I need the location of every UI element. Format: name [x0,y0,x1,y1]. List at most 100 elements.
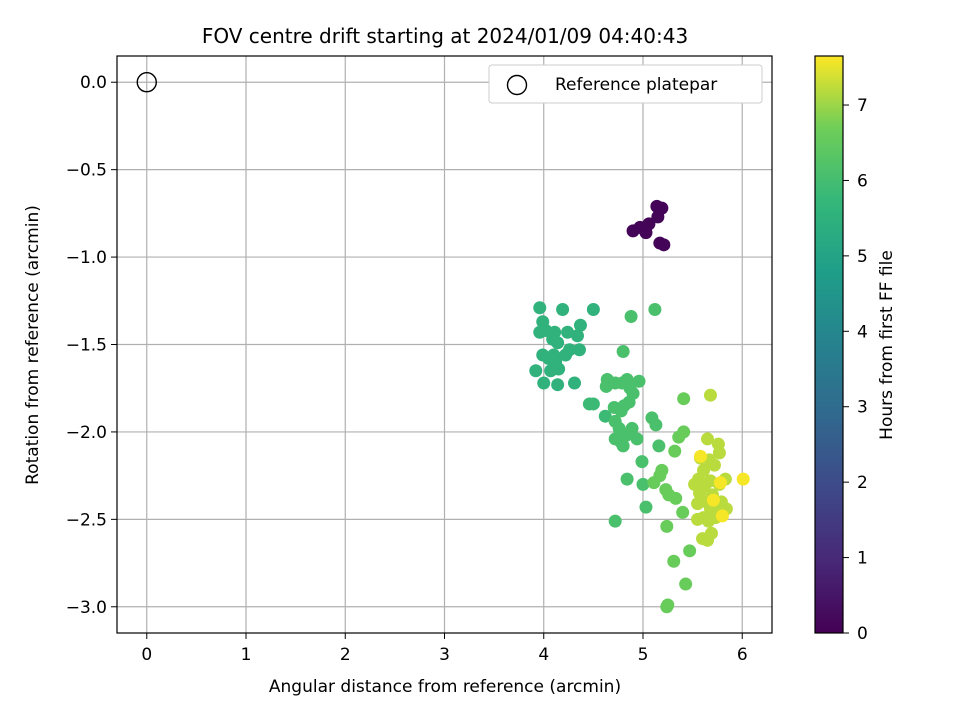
data-point [624,310,638,324]
data-point [533,301,547,315]
x-tick-label: 2 [340,645,351,665]
data-point [677,392,691,406]
colorbar-tick-label: 0 [857,624,868,644]
x-tick-label: 0 [141,645,152,665]
data-point [551,378,565,392]
data-point [639,226,653,240]
data-point [649,418,663,432]
y-tick-label: −0.5 [66,161,107,181]
data-point [614,404,628,418]
data-point [700,533,714,547]
legend-marker-icon [506,74,528,96]
data-point [660,519,674,533]
x-tick-label: 3 [439,645,450,665]
data-point [556,303,570,317]
data-point [630,432,644,446]
colorbar-tick-label: 4 [857,322,868,342]
y-axis-ticks: 0.0 −0.5 −1.0 −1.5 −2.0 −2.5 −3.0 [66,73,117,618]
data-point [620,472,634,486]
data-point [570,329,584,343]
data-point [647,476,661,490]
data-point [573,318,587,332]
data-point [639,500,653,514]
data-point [537,376,551,390]
data-point [676,505,690,519]
data-point [632,374,646,388]
data-point [683,544,697,558]
data-points [529,199,750,614]
data-point [616,439,630,453]
data-point [672,430,686,444]
data-point [691,512,705,526]
colorbar-tick-label: 5 [857,247,868,267]
x-tick-label: 1 [241,645,252,665]
data-point [648,303,662,317]
y-tick-label: −2.0 [66,423,107,443]
data-point [691,497,705,511]
data-point [712,446,726,460]
colorbar-tick-label: 1 [857,549,868,569]
data-point [635,455,649,469]
colorbar-ticks: 0 1 2 3 4 5 6 7 [843,96,868,644]
y-tick-label: −1.0 [66,248,107,268]
legend-box [488,64,763,104]
data-point [667,554,681,568]
data-point [586,303,600,317]
data-point [586,397,600,411]
legend-label: Reference platepar [555,75,717,95]
data-point [668,444,682,458]
y-axis-label: Rotation from reference (arcmin) [23,205,43,485]
data-point [679,577,693,591]
data-point [694,449,708,463]
data-point [551,336,565,350]
x-tick-label: 5 [638,645,649,665]
data-point [616,344,630,358]
data-point [657,238,671,252]
data-point [533,325,547,339]
data-point [700,432,714,446]
data-point [544,364,558,378]
data-point [703,388,717,402]
reference-marker-group [136,72,157,93]
data-point [572,343,586,357]
data-point [669,491,683,505]
data-point [660,600,674,614]
colorbar-tick-label: 7 [857,96,868,116]
x-tick-label: 4 [538,645,549,665]
colorbar-tick-label: 3 [857,398,868,418]
reference-platepar-marker [136,72,157,93]
data-point [529,364,543,378]
data-point [568,376,582,390]
data-point [608,514,622,528]
colorbar-label: Hours from first FF file [877,250,897,440]
data-point [715,509,729,523]
data-point [559,348,573,362]
y-tick-label: 0.0 [80,73,107,93]
data-point [736,472,750,486]
data-point [707,458,721,472]
data-point [713,476,727,490]
data-point [651,210,665,224]
y-tick-label: −3.0 [66,598,107,618]
data-point [636,477,650,491]
data-point [622,395,636,409]
data-point [598,409,612,423]
chart-title: FOV centre drift starting at 2024/01/09 … [202,24,688,48]
colorbar-tick-label: 2 [857,473,868,493]
data-point [652,439,666,453]
legend: Reference platepar [488,64,763,104]
colorbar-tick-label: 6 [857,171,868,191]
grid-lines [117,56,772,633]
data-point [561,325,575,339]
y-tick-label: −2.5 [66,510,107,530]
y-tick-label: −1.5 [66,336,107,356]
x-axis-ticks: 0 1 2 3 4 5 6 [141,633,748,665]
x-tick-label: 6 [737,645,748,665]
x-axis-label: Angular distance from reference (arcmin) [269,677,621,697]
data-point [706,493,720,507]
data-point [626,224,640,238]
colorbar [814,55,844,634]
data-point [693,486,707,500]
